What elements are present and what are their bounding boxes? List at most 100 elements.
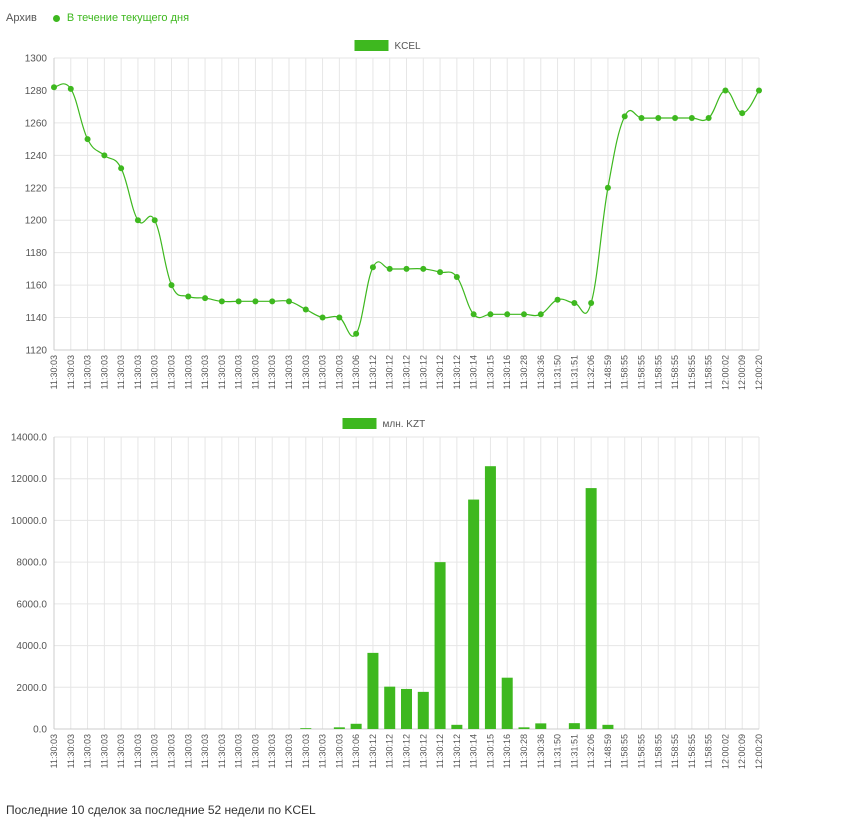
x-tick-label: 11:30:03 [334, 355, 344, 389]
x-tick-label: 11:30:03 [284, 355, 294, 389]
x-tick-label: 11:58:55 [620, 734, 630, 768]
price-point [269, 298, 276, 305]
x-tick-label: 11:58:55 [687, 355, 697, 389]
y-tick-label: 1120 [25, 346, 47, 357]
price-point [286, 298, 292, 305]
y-tick-label: 0.0 [33, 725, 47, 736]
price-point [202, 295, 209, 302]
x-tick-label: 11:30:03 [250, 734, 260, 768]
volume-bar [350, 723, 362, 729]
y-tick-label: 1140 [25, 313, 47, 324]
volume-bar [568, 723, 580, 729]
y-tick-label: 1180 [25, 248, 47, 259]
volume-bar [384, 686, 396, 729]
volume-bar [401, 688, 412, 729]
volume-bar [602, 724, 614, 729]
x-tick-label: 11:30:03 [167, 734, 177, 768]
x-tick-label: 11:30:03 [116, 734, 126, 768]
x-tick-label: 11:58:55 [670, 355, 680, 389]
x-tick-label: 11:30:28 [519, 734, 529, 768]
footer-caption: Последние 10 сделок за последние 52 неде… [6, 803, 316, 817]
price-point [453, 274, 460, 280]
x-tick-label: 11:30:12 [402, 734, 412, 768]
x-tick-label: 12:00:09 [737, 734, 747, 769]
price-point [353, 330, 360, 337]
tab-today[interactable]: В течение текущего дня [52, 12, 190, 24]
x-tick-label: 11:30:03 [66, 355, 76, 389]
x-tick-label: 11:30:03 [133, 355, 143, 389]
price-point [437, 269, 444, 276]
x-tick-label: 11:30:03 [49, 734, 59, 768]
x-tick-label: 11:30:03 [284, 734, 294, 768]
volume-bar [501, 677, 513, 729]
volume-bar [434, 562, 446, 729]
x-tick-label: 11:30:03 [301, 355, 311, 389]
x-tick-label: 11:30:03 [234, 734, 244, 768]
x-tick-label: 11:30:03 [167, 355, 177, 389]
y-tick-label: 6000.0 [16, 599, 47, 610]
x-tick-label: 11:30:03 [267, 355, 277, 389]
x-tick-label: 11:30:03 [318, 355, 328, 389]
x-tick-label: 11:58:55 [653, 734, 663, 768]
price-point [252, 298, 259, 305]
price-point [403, 265, 410, 272]
volume-bar [585, 488, 597, 729]
price-point [688, 115, 695, 122]
y-tick-label: 1260 [25, 118, 48, 129]
x-tick-label: 11:30:06 [351, 355, 361, 389]
x-tick-label: 11:30:03 [133, 734, 143, 768]
x-tick-label: 11:32:06 [586, 355, 596, 389]
x-tick-label: 11:58:55 [637, 355, 647, 389]
price-point [756, 87, 762, 94]
price-point [185, 293, 192, 300]
price-point [739, 110, 746, 117]
x-tick-label: 11:30:03 [217, 355, 227, 389]
x-tick-label: 11:32:06 [586, 734, 596, 768]
price-point [151, 217, 158, 224]
volume-bar [367, 652, 379, 729]
active-dot-icon [52, 14, 60, 22]
x-tick-label: 11:30:28 [519, 355, 529, 389]
x-tick-label: 11:30:03 [83, 734, 93, 768]
tab-today-label: В течение текущего дня [66, 12, 190, 24]
x-tick-label: 11:58:55 [653, 355, 663, 389]
y-tick-label: 1240 [25, 151, 48, 162]
x-tick-label: 11:30:03 [183, 355, 193, 389]
y-tick-label: 8000.0 [16, 558, 47, 569]
x-tick-label: 11:48:59 [603, 734, 613, 768]
price-point [336, 314, 343, 321]
legend-label: KCEL [395, 41, 422, 52]
price-point [604, 184, 611, 191]
volume-bar [417, 691, 429, 729]
x-tick-label: 11:30:03 [99, 734, 109, 768]
x-tick-label: 11:30:16 [502, 355, 512, 389]
x-tick-label: 11:30:03 [66, 734, 76, 768]
x-tick-label: 11:30:03 [116, 355, 126, 389]
x-tick-label: 11:30:14 [469, 734, 479, 768]
x-tick-label: 11:30:12 [435, 734, 445, 768]
x-tick-label: 11:58:55 [704, 734, 714, 768]
x-tick-label: 11:30:15 [485, 734, 495, 768]
x-tick-label: 12:00:02 [720, 734, 730, 769]
y-tick-label: 1160 [25, 281, 47, 292]
price-point [588, 299, 595, 306]
price-point [101, 152, 108, 159]
x-tick-label: 11:30:16 [502, 734, 512, 768]
price-point [554, 296, 561, 303]
price-point [67, 85, 74, 92]
price-point [302, 306, 309, 313]
x-tick-label: 11:30:03 [150, 734, 160, 768]
y-tick-label: 1300 [25, 54, 48, 65]
volume-bar [451, 724, 463, 729]
x-tick-label: 11:30:12 [368, 355, 378, 389]
x-tick-label: 11:30:03 [318, 734, 328, 768]
x-tick-label: 11:30:12 [452, 355, 462, 389]
tab-archive[interactable]: Архив [6, 12, 37, 24]
x-tick-label: 11:30:36 [536, 734, 546, 768]
volume-bar [484, 466, 496, 729]
price-point [638, 115, 645, 122]
x-tick-label: 11:58:55 [620, 355, 630, 389]
x-tick-label: 11:30:03 [150, 355, 160, 389]
x-tick-label: 11:58:55 [670, 734, 680, 768]
y-tick-label: 1280 [25, 86, 48, 97]
